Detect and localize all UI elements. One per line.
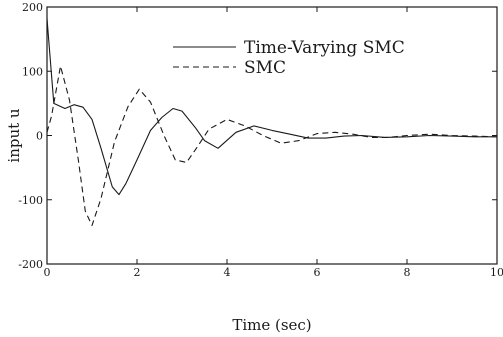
y-axis: -200 -100 0 100 200	[18, 1, 497, 271]
y-tick-label: 0	[36, 130, 43, 143]
y-tick-label: 100	[22, 65, 43, 78]
y-tick-label: -100	[18, 194, 43, 207]
series-line-2	[46, 65, 498, 226]
x-tick-label: 2	[134, 266, 141, 279]
y-axis-title: input u	[5, 108, 23, 163]
x-tick-label: 10	[490, 266, 503, 279]
x-tick-label: 4	[224, 266, 231, 279]
y-tick-label: 200	[22, 1, 43, 14]
x-axis-title: Time (sec)	[232, 316, 311, 334]
x-tick-label: 8	[404, 266, 411, 279]
y-tick-label: -200	[18, 258, 43, 271]
x-tick-label: 0	[44, 266, 51, 279]
x-axis: 0 2 4 6 8 10	[44, 7, 503, 279]
series-line-1	[46, 18, 497, 196]
x-tick-label: 6	[314, 266, 321, 279]
series-layer	[46, 18, 498, 226]
legend-label: SMC	[244, 58, 286, 78]
legend-label: Time-Varying SMC	[244, 38, 405, 58]
